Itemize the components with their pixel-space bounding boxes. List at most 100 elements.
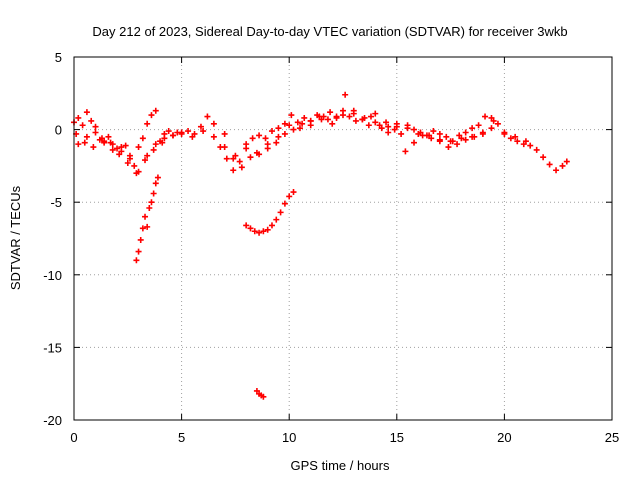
data-point [445,144,452,151]
data-point [148,112,155,119]
data-point [81,139,88,146]
data-point [189,133,196,140]
series-outlier-18h [253,387,267,400]
data-point [462,136,469,143]
data-point [393,123,400,130]
data-point [273,216,280,223]
data-point [249,135,256,142]
data-point [107,139,114,146]
data-point [488,125,495,132]
data-point [268,222,275,229]
x-tick-label: 0 [70,430,77,445]
data-point [75,141,82,148]
data-point [514,138,521,145]
series-dip-3h [133,174,161,264]
series-arc-3 [73,91,495,177]
data-point [137,236,144,243]
data-point [133,257,140,264]
y-axis-label: SDTVAR / TECUs [8,185,23,290]
data-point [471,133,478,140]
tick-labels: 0 5 10 15 20 25 5 0 -5 -10 -15 -20 [43,50,619,445]
data-point [135,248,142,255]
grid-lines [74,57,612,420]
data-point [365,122,372,129]
data-point [507,135,514,142]
data-point [185,128,192,135]
data-point [559,162,566,169]
data-point [139,135,146,142]
data-point [443,133,450,140]
data-point [124,159,131,166]
data-point [462,129,469,136]
data-point [262,135,269,142]
data-point [221,144,228,151]
data-point [340,112,346,119]
data-point [142,157,149,164]
data-point [402,148,409,155]
data-point [512,133,519,140]
data-point [197,123,204,130]
data-point [221,130,228,137]
data-point [83,133,90,140]
data-point [144,223,151,230]
data-point [105,133,112,140]
data-point [247,154,254,161]
data-point [116,151,123,158]
data-point [475,122,482,129]
data-point [256,229,263,236]
data-point [118,144,125,151]
data-point [346,113,353,120]
data-points [71,91,570,400]
data-point [256,132,263,139]
data-point [109,146,116,153]
data-point [275,133,282,140]
x-tick-label: 5 [178,430,185,445]
data-point [527,142,534,149]
data-point [230,167,237,174]
data-point [411,126,418,133]
data-point [148,199,155,206]
data-point [469,125,476,132]
data-point [430,128,437,135]
data-point [447,138,454,145]
data-point [243,141,250,148]
data-point [152,141,159,148]
data-point [458,135,465,142]
data-point [122,142,129,149]
data-point [281,120,288,127]
data-point [152,180,159,187]
data-point [553,167,560,174]
data-point [223,155,230,162]
plot-frame [73,56,613,421]
x-tick-label: 10 [282,430,296,445]
data-point [200,128,207,135]
data-point [350,110,357,117]
data-point [133,170,140,177]
data-point [277,209,284,216]
data-point [159,139,166,146]
y-tick-label: -5 [50,195,62,210]
data-point [281,200,288,207]
data-point [342,91,349,98]
x-tick-label: 25 [605,430,619,445]
data-point [88,117,95,124]
data-point [301,114,308,121]
data-point [142,213,149,220]
data-point [398,130,405,137]
data-point [286,122,293,129]
data-point [324,116,331,123]
data-point [264,145,271,152]
data-point [144,152,151,159]
y-tick-label: 5 [55,50,62,65]
data-point [150,190,157,197]
y-tick-label: -10 [43,268,62,283]
y-tick-label: 0 [55,123,62,138]
x-tick-label: 15 [390,430,404,445]
data-point [114,145,121,152]
data-point [144,120,151,127]
data-point [454,141,461,148]
data-point [546,161,553,168]
data-point [327,109,334,116]
data-point [275,125,282,132]
